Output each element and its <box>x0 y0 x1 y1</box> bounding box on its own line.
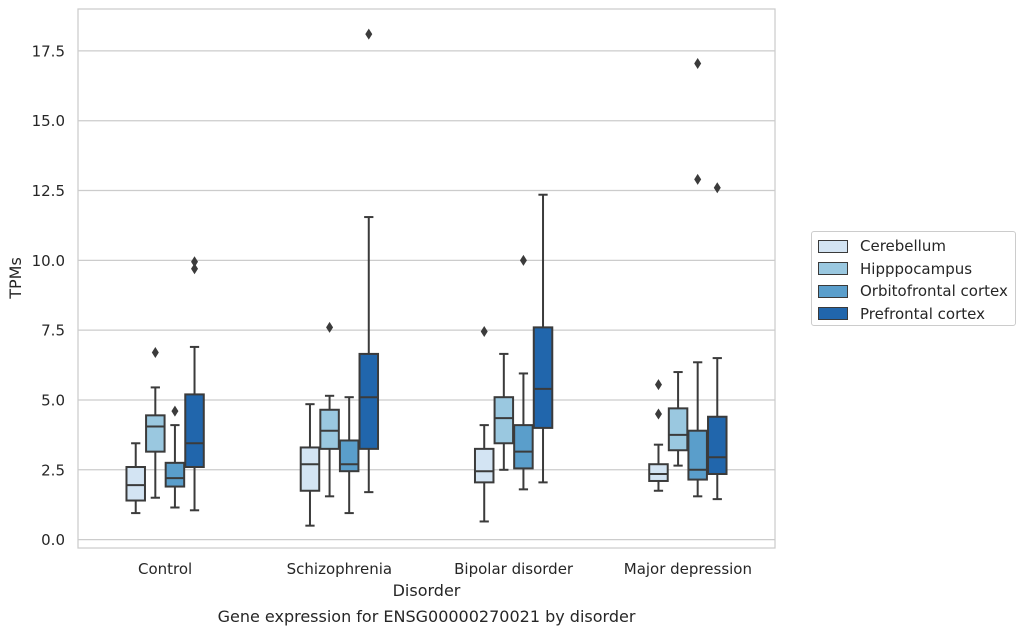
y-tick-labels: 0.0 2.5 5.0 7.5 10.0 12.5 15.0 17.5 <box>32 42 65 549</box>
outlier-point <box>191 256 199 268</box>
legend-swatch <box>818 239 848 253</box>
box-1-3 <box>358 28 380 494</box>
box-3-3 <box>707 182 728 501</box>
outlier-point <box>326 321 334 333</box>
outlier-point <box>151 347 159 359</box>
box-3-2 <box>687 57 708 498</box>
y-tick-label: 5.0 <box>41 391 65 409</box>
box-iqr <box>532 326 554 429</box>
legend-item-orbitofrontal-cortex: Orbitofrontal cortex <box>818 280 1015 303</box>
box-2-1 <box>493 352 515 471</box>
x-tick-label: Schizophrenia <box>287 560 392 578</box>
legend-swatch <box>818 284 848 298</box>
outlier-point <box>654 379 662 391</box>
outlier-point <box>654 408 662 420</box>
outlier-point <box>713 182 721 194</box>
y-tick-label: 7.5 <box>41 322 65 340</box>
y-tick-label: 2.5 <box>41 461 65 479</box>
x-tick-label: Bipolar disorder <box>454 560 574 578</box>
outlier-point <box>480 326 488 338</box>
legend-swatch <box>818 262 848 276</box>
box-iqr <box>184 393 205 469</box>
legend-label: Hipppocampus <box>860 259 973 278</box>
box-iqr <box>493 396 515 445</box>
box-iqr <box>125 466 146 502</box>
box-iqr <box>513 424 534 470</box>
box-0-2 <box>164 405 186 509</box>
box-iqr <box>319 408 340 450</box>
box-iqr <box>299 446 321 492</box>
box-iqr <box>687 429 708 481</box>
box-iqr <box>707 415 728 475</box>
chart-title: Gene expression for ENSG00000270021 by d… <box>218 607 636 626</box>
box-2-0 <box>473 326 495 523</box>
box-0-3 <box>184 256 205 512</box>
box-1-2 <box>338 396 360 515</box>
y-axis-label: TPMs <box>6 257 25 300</box>
outlier-point <box>191 263 199 275</box>
legend-item-prefrontal-cortex: Prefrontal cortex <box>818 303 1015 326</box>
box-iqr <box>667 407 689 452</box>
legend-label: Cerebellum <box>860 237 946 256</box>
legend-swatch <box>818 307 848 321</box>
box-3-0 <box>648 379 669 492</box>
outlier-point <box>171 405 179 417</box>
box-0-1 <box>145 347 166 499</box>
box-iqr <box>338 439 360 473</box>
box-2-2 <box>513 254 534 491</box>
outlier-point <box>519 254 527 266</box>
legend-item-cerebellum: Cerebellum <box>818 235 1015 258</box>
legend-label: Prefrontal cortex <box>860 304 985 323</box>
legend-label: Orbitofrontal cortex <box>860 282 1008 301</box>
box-iqr <box>164 461 186 488</box>
outlier-point <box>694 173 702 185</box>
box-1-0 <box>299 403 321 527</box>
x-tick-label: Major depression <box>624 560 752 578</box>
y-tick-label: 10.0 <box>32 252 65 270</box>
y-tick-label: 15.0 <box>32 112 65 130</box>
x-axis-label: Disorder <box>393 581 461 600</box>
x-tick-label: Control <box>138 560 192 578</box>
box-iqr <box>358 352 380 450</box>
outlier-point <box>365 28 373 40</box>
outlier-point <box>694 57 702 69</box>
box-iqr <box>648 463 669 482</box>
box-0-0 <box>125 442 146 515</box>
box-iqr <box>473 447 495 484</box>
box-iqr <box>145 414 166 453</box>
box-1-1 <box>319 321 340 498</box>
box-3-1 <box>667 371 689 467</box>
box-plots <box>125 28 728 527</box>
legend: Cerebellum Hipppocampus Orbitofrontal co… <box>811 231 1016 326</box>
box-2-3 <box>532 193 554 484</box>
y-tick-label: 12.5 <box>32 182 65 200</box>
y-tick-label: 0.0 <box>41 531 65 549</box>
x-tick-labels: Control Schizophrenia Bipolar disorder Majo… <box>138 560 752 578</box>
legend-item-hippocampus: Hipppocampus <box>818 258 1015 281</box>
y-tick-label: 17.5 <box>32 42 65 60</box>
